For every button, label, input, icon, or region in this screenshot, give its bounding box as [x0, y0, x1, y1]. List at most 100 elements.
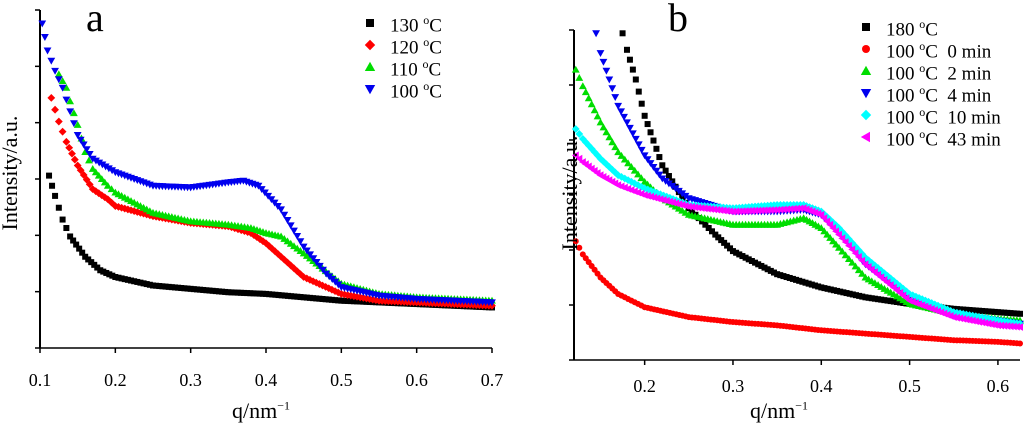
data-point — [965, 316, 973, 324]
x-axis-label-a: q/nm−1 — [232, 398, 290, 424]
data-point — [608, 165, 617, 174]
legend-item: 100 oC 2 min — [856, 60, 1001, 84]
data-point — [203, 287, 210, 294]
data-point — [643, 185, 652, 194]
data-point — [647, 129, 654, 136]
data-point — [54, 117, 63, 126]
data-point — [637, 174, 646, 182]
data-point — [62, 83, 71, 91]
data-point — [984, 319, 992, 328]
data-point — [843, 290, 850, 297]
data-point — [63, 225, 70, 232]
x-tick-label: 0.1 — [29, 370, 52, 390]
data-point — [215, 288, 222, 295]
data-point — [956, 314, 964, 323]
data-point — [638, 100, 645, 107]
data-point — [85, 256, 92, 263]
data-point — [306, 294, 313, 301]
data-point — [725, 207, 733, 216]
data-point — [332, 297, 339, 304]
data-point — [256, 235, 264, 244]
legend-label: 100 oC 43 min — [886, 126, 1001, 151]
data-point — [966, 307, 973, 314]
plot-area-a: 0.1 0.2 0.3 0.4 0.5 0.6 0.7 — [29, 9, 503, 390]
data-point — [593, 112, 602, 120]
legend-label: 120 oC — [390, 34, 442, 59]
data-point — [156, 283, 163, 290]
data-point — [97, 175, 106, 182]
x-tick-label: 0.6 — [405, 370, 428, 390]
data-point — [91, 187, 100, 196]
data-point — [851, 262, 860, 270]
data-point — [94, 264, 101, 271]
data-point — [70, 120, 78, 128]
data-point — [1016, 323, 1023, 331]
data-point — [635, 88, 642, 95]
data-point — [571, 151, 579, 160]
data-point — [76, 245, 83, 252]
data-point — [659, 162, 666, 169]
data-point — [821, 285, 828, 292]
data-point — [168, 284, 175, 291]
data-point — [54, 70, 63, 78]
data-point — [313, 295, 320, 302]
data-point — [92, 157, 100, 165]
data-point — [655, 171, 664, 179]
data-point — [68, 149, 76, 158]
data-point — [739, 253, 746, 260]
data-point — [219, 288, 226, 295]
data-point — [755, 261, 762, 268]
data-point — [593, 151, 602, 160]
series-100-c-0-min — [572, 238, 1023, 347]
data-point — [949, 313, 957, 321]
data-point — [572, 238, 579, 245]
data-point — [341, 297, 348, 304]
data-point — [197, 286, 204, 293]
data-point — [578, 82, 587, 90]
data-point — [623, 119, 631, 127]
data-point — [331, 287, 339, 296]
legend-item: 100 oC 10 min — [856, 104, 1001, 128]
data-point — [998, 309, 1005, 316]
data-point — [619, 30, 626, 37]
data-point — [817, 210, 825, 219]
data-point — [632, 76, 639, 83]
y-axis-label-a: Intensity/a.u. — [0, 115, 22, 231]
data-point — [793, 276, 800, 283]
data-point — [641, 112, 648, 119]
x-tick-label: 0.3 — [722, 376, 745, 396]
data-point — [675, 197, 684, 206]
data-point — [100, 178, 109, 186]
x-axis-label-text-a: q/nm — [232, 398, 278, 423]
data-point — [103, 269, 110, 276]
data-point — [275, 292, 282, 299]
data-point — [796, 277, 803, 284]
data-point — [820, 214, 828, 222]
data-point — [1010, 310, 1017, 317]
data-point — [994, 309, 1001, 316]
data-point — [312, 259, 321, 266]
data-point — [283, 217, 292, 224]
panel-label-b: b — [668, 0, 688, 40]
data-point — [789, 204, 797, 213]
data-point — [263, 290, 269, 297]
data-point — [286, 222, 295, 230]
data-point — [94, 171, 103, 179]
legend-marker-icon — [862, 23, 870, 31]
data-point — [678, 198, 687, 207]
data-point — [733, 249, 740, 256]
data-point — [284, 292, 291, 299]
data-point — [66, 108, 75, 116]
data-point — [162, 283, 169, 290]
data-point — [834, 287, 841, 294]
legend-marker-icon — [860, 109, 872, 121]
x-axis-label-text-b: q/nm — [750, 398, 796, 423]
data-point — [620, 155, 629, 163]
data-point — [300, 294, 307, 301]
legend-a: 130 oC 120 oC 110 oC 100 oC — [360, 12, 442, 102]
data-point — [159, 283, 166, 290]
data-point — [181, 285, 188, 292]
data-point — [171, 284, 178, 291]
data-point — [851, 249, 859, 258]
x-axis-label-exponent-a: −1 — [277, 398, 291, 413]
